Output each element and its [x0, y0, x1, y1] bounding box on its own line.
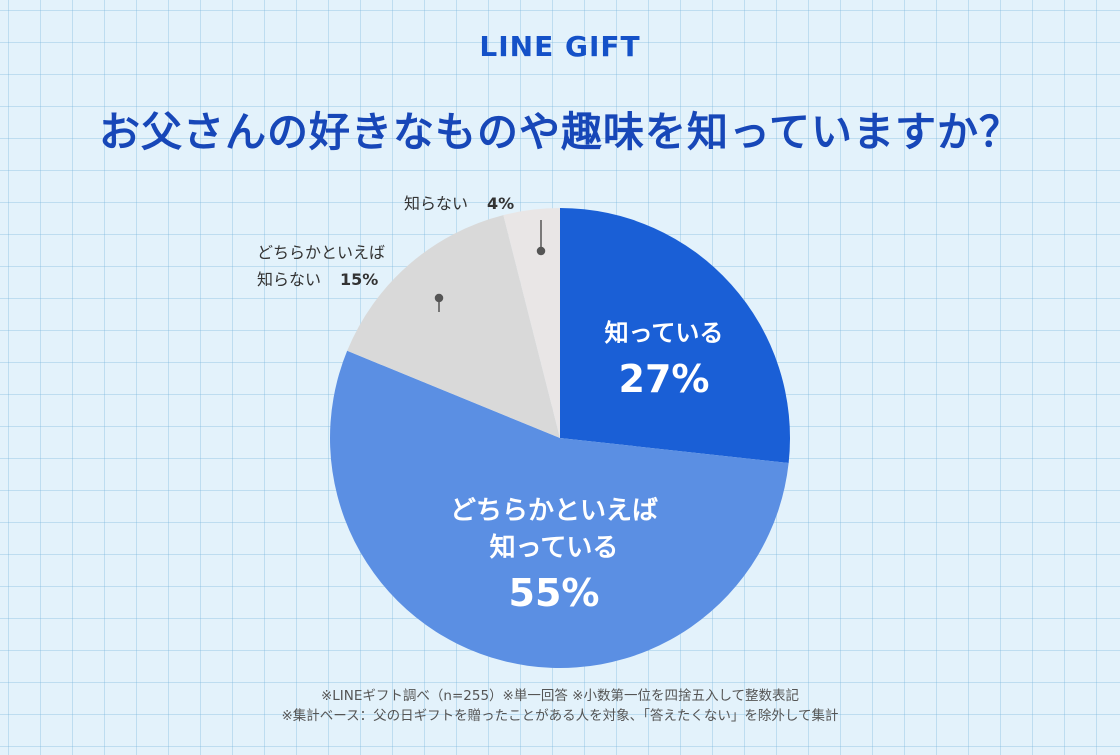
slice-value-know: 27%	[619, 357, 710, 401]
slice-label-not-know: 知らない	[404, 194, 468, 213]
leader-lines	[434, 220, 546, 312]
pie-slices	[330, 208, 791, 669]
slice-label-know: 知っている	[605, 319, 724, 347]
slice-label-somewhat-know-line2: 知っている	[490, 533, 619, 563]
slice-label-somewhat-know-line1: どちらかといえば	[450, 496, 658, 526]
line-gift-logo: LINE GIFT	[479, 30, 641, 63]
footnote-base: ※集計ベース：父の日ギフトを贈ったことがある人を対象、「答えたくない」を除外して…	[281, 708, 839, 724]
slice-value-somewhat-know: 55%	[509, 571, 600, 615]
slice-somewhat-know	[330, 350, 789, 669]
slice-label-somewhat-not-know-line2: 知らない	[257, 270, 321, 289]
footnote-survey: ※LINEギフト調べ（n=255）※単一回答 ※小数第一位を四捨五入して整数表記	[320, 688, 800, 704]
leader-dot-dont-know	[536, 246, 546, 256]
slice-somewhat-not-know	[347, 215, 560, 438]
chart-title: お父さんの好きなものや趣味を知っていますか？	[99, 108, 1021, 156]
slice-label-somewhat-not-know-line1: どちらかといえば	[257, 243, 385, 262]
slice-value-somewhat-not-know: 15%	[340, 270, 378, 289]
leader-dot-unlikely	[434, 293, 444, 303]
slice-value-not-know: 4%	[487, 194, 514, 213]
slice-know	[560, 208, 791, 463]
slice-not-know	[503, 208, 560, 438]
